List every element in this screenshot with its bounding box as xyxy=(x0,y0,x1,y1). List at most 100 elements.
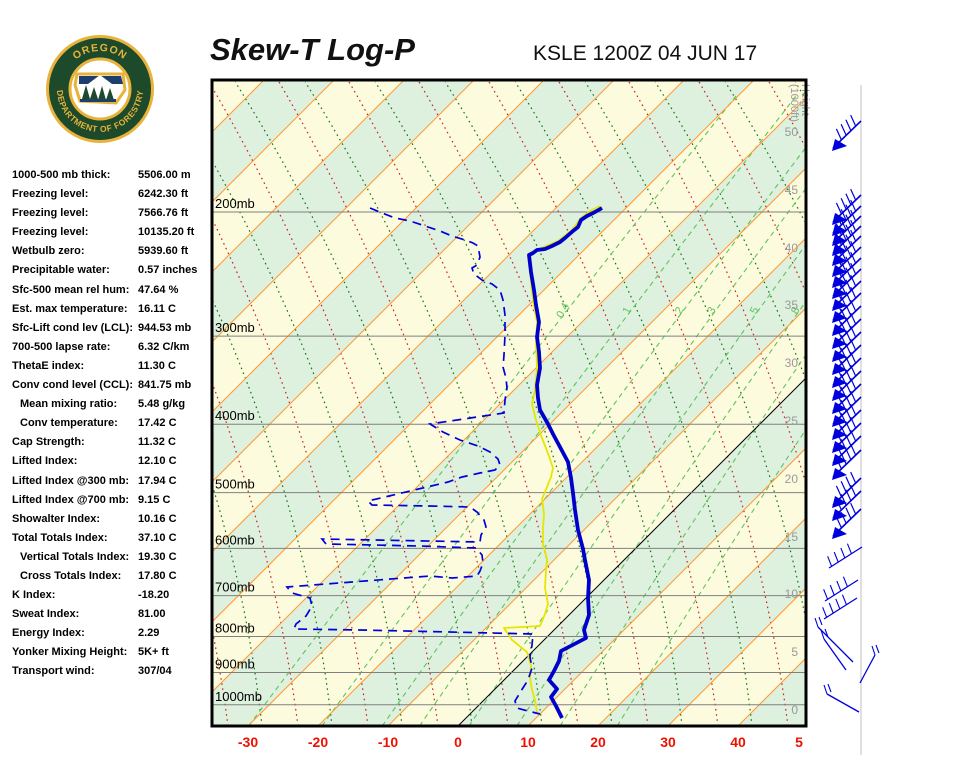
stat-row: ThetaE index: 11.30 C xyxy=(12,360,212,379)
svg-text:-30: -30 xyxy=(238,734,258,750)
wind-barb-flag xyxy=(832,114,862,151)
stat-value: 5K+ ft xyxy=(138,646,169,659)
stat-label: Sweat Index: xyxy=(12,608,80,621)
stat-label: Lifted Index @700 mb: xyxy=(12,493,130,506)
wind-barb-flag xyxy=(832,502,862,539)
svg-text:0: 0 xyxy=(454,734,462,750)
wind-barb-flag xyxy=(832,429,862,466)
stat-label: Freezing level: xyxy=(12,188,89,201)
svg-text:5: 5 xyxy=(791,645,798,659)
stat-value: 11.32 C xyxy=(138,436,176,449)
stat-value: 10135.20 ft xyxy=(138,226,195,239)
stat-value: 17.42 C xyxy=(138,417,177,430)
stat-label: 700-500 lapse rate: xyxy=(12,340,111,353)
stat-label: Lifted Index: xyxy=(12,455,78,468)
svg-text:30: 30 xyxy=(785,356,799,370)
stat-label: Sfc-500 mean rel hum: xyxy=(12,283,130,296)
stat-row: Wetbulb zero: 5939.60 ft xyxy=(12,245,212,264)
svg-text:25: 25 xyxy=(785,414,799,428)
stat-label: Est. max temperature: xyxy=(12,302,128,315)
wind-barb-reverse xyxy=(859,644,880,684)
station-time-label: KSLE 1200Z 04 JUN 17 xyxy=(533,42,758,65)
stat-row: Vertical Totals Index: 19.30 C xyxy=(12,551,212,570)
svg-text:400mb: 400mb xyxy=(215,408,255,423)
stat-value: 11.30 C xyxy=(138,359,176,372)
svg-text:40: 40 xyxy=(730,734,746,750)
stat-value: 6.32 C/km xyxy=(138,340,190,353)
svg-text:800mb: 800mb xyxy=(215,620,255,635)
pressure-axis-labels: 200mb 300mb 400mb 500mb 600mb 700mb 800mb 900mb… xyxy=(215,196,262,704)
wind-barb-ticks xyxy=(822,594,858,620)
logo-oregon-emblem xyxy=(73,72,127,105)
stat-value: 307/04 xyxy=(138,665,172,678)
svg-text:0: 0 xyxy=(791,703,798,717)
stat-label: K Index: xyxy=(12,589,56,602)
stat-row: Lifted Index @700 mb: 9.15 C xyxy=(12,494,212,513)
svg-text:2: 2 xyxy=(673,305,686,316)
stat-value: 5.48 g/kg xyxy=(138,398,186,411)
wind-barb-flag xyxy=(832,484,862,521)
height-axis-labels: 0 5 10 15 20 25 30 35 40 45 50 Height(1000ft) xyxy=(785,84,811,717)
sounding-stats-panel: 1000-500 mb thick: 5506.00 m Freezing leve… xyxy=(12,169,212,685)
stat-label: Conv cond level (CCL): xyxy=(12,379,134,392)
svg-text:700mb: 700mb xyxy=(215,580,255,595)
stat-row: Showalter Index: 10.16 C xyxy=(12,513,212,532)
stat-row: Precipitable water: 0.57 inches xyxy=(12,264,212,283)
stat-value: 81.00 xyxy=(138,608,166,621)
stat-value: 37.10 C xyxy=(138,531,177,544)
wind-barb-flag xyxy=(832,443,862,480)
stat-value: 16.11 C xyxy=(138,302,176,315)
svg-text:200mb: 200mb xyxy=(215,196,255,211)
page-title: Skew-T Log-P xyxy=(210,32,415,67)
stat-label: Mean mixing ratio: xyxy=(20,398,118,411)
svg-text:35: 35 xyxy=(785,298,799,312)
stat-label: Conv temperature: xyxy=(20,417,118,430)
stat-label: Showalter Index: xyxy=(12,512,101,525)
stat-value: 944.53 mb xyxy=(138,321,192,334)
wind-barb-ticks xyxy=(823,576,859,602)
svg-text:300mb: 300mb xyxy=(215,320,255,335)
stat-row: Lifted Index @300 mb: 17.94 C xyxy=(12,475,212,494)
stat-row: 700-500 lapse rate: 6.32 C/km xyxy=(12,341,212,360)
svg-text:5: 5 xyxy=(748,305,761,316)
wind-barb-flag xyxy=(832,219,862,256)
stat-row: Conv cond level (CCL): 841.75 mb xyxy=(12,379,212,398)
mixing-ratio-labels: 0.4 1 2 3 5 8 xyxy=(554,301,802,320)
stat-label: Wetbulb zero: xyxy=(12,245,85,258)
stat-label: Transport wind: xyxy=(12,665,95,678)
stat-value: 6242.30 ft xyxy=(138,188,189,201)
wind-barb-flag xyxy=(832,199,862,236)
stat-label: Lifted Index @300 mb: xyxy=(12,474,130,487)
stat-value: 0.57 inches xyxy=(138,264,198,277)
stat-label: Energy Index: xyxy=(12,627,85,640)
stat-row: 1000-500 mb thick: 5506.00 m xyxy=(12,169,212,188)
svg-text:10: 10 xyxy=(520,734,536,750)
stat-label: Vertical Totals Index: xyxy=(20,550,130,563)
temperature-curve xyxy=(527,206,603,719)
stat-label: Freezing level: xyxy=(12,226,89,239)
svg-text:5: 5 xyxy=(795,734,803,750)
stat-row: Yonker Mixing Height: 5K+ ft xyxy=(12,646,212,665)
stat-value: 12.10 C xyxy=(138,455,177,468)
svg-text:-20: -20 xyxy=(308,734,328,750)
height-axis-title: Height(1000ft) xyxy=(788,84,811,122)
wind-barb-reverse xyxy=(820,628,847,671)
svg-text:30: 30 xyxy=(660,734,676,750)
stat-row: Energy Index: 2.29 xyxy=(12,627,212,646)
stat-label: Cap Strength: xyxy=(12,436,85,449)
wind-barb-reverse xyxy=(814,616,854,663)
plot-area: 0.4 1 2 3 5 8 xyxy=(213,81,805,725)
stat-row: Cross Totals Index: 17.80 C xyxy=(12,570,212,589)
stat-value: 2.29 xyxy=(138,627,160,640)
stat-row: Sfc-Lift cond lev (LCL): 944.53 mb xyxy=(12,322,212,341)
stat-value: 10.16 C xyxy=(138,512,177,525)
stat-row: K Index: -18.20 xyxy=(12,589,212,608)
dewpoint-curve xyxy=(285,207,541,715)
svg-text:45: 45 xyxy=(785,183,799,197)
stat-row: Freezing level: 7566.76 ft xyxy=(12,207,212,226)
wind-barb-flag xyxy=(832,299,862,336)
svg-text:15: 15 xyxy=(785,530,799,544)
stat-value: 841.75 mb xyxy=(138,379,192,392)
chart-background-bands xyxy=(213,81,805,725)
odf-logo: OREGON DEPARTMENT OF FORESTRY xyxy=(46,35,154,143)
